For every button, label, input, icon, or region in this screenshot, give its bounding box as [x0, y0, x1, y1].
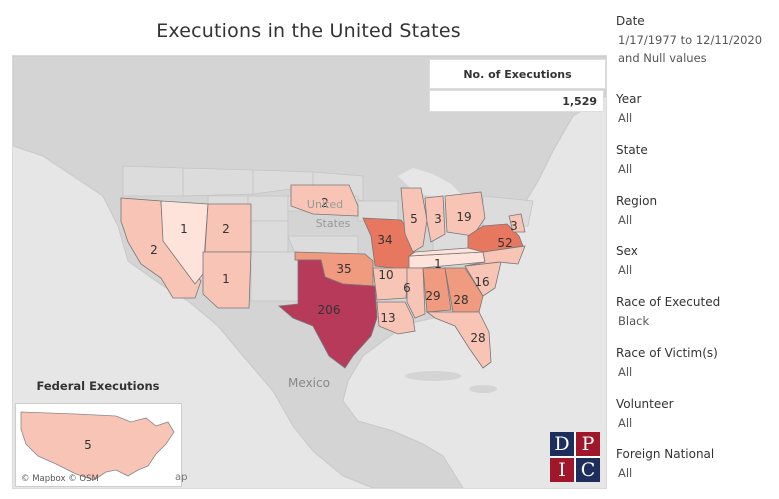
filter-sex-value[interactable]: All: [618, 263, 633, 277]
label-south-carolina: 16: [474, 275, 489, 289]
filter-region[interactable]: Region All: [616, 194, 776, 229]
label-arizona: 1: [222, 272, 230, 286]
label-indiana: 3: [434, 212, 442, 226]
state-illinois: [400, 187, 428, 253]
filter-region-value[interactable]: All: [618, 213, 633, 227]
label-tennessee: 1: [434, 257, 442, 271]
filter-race-victim-value[interactable]: All: [618, 365, 633, 379]
state-indiana: [424, 195, 446, 243]
filter-date[interactable]: Date 1/17/1977 to 12/11/2020 and Null va…: [616, 14, 776, 67]
label-virginia: 52: [497, 236, 512, 250]
map-attribution[interactable]: © Mapbox © OSM: [21, 474, 99, 484]
federal-title: Federal Executions: [36, 379, 160, 393]
filter-state-value[interactable]: All: [618, 162, 633, 176]
label-missouri: 34: [377, 233, 392, 247]
label-nevada: 1: [180, 222, 188, 236]
filter-year-label: Year: [616, 92, 642, 106]
filter-race-victim[interactable]: Race of Victim(s) All: [616, 346, 776, 381]
logo-letter-c: C: [576, 458, 600, 482]
label-nebraska: 2: [321, 196, 329, 210]
filter-state-label: State: [616, 143, 648, 157]
state-arizona: [202, 251, 252, 309]
state-alabama: [422, 267, 452, 313]
filter-foreign-national[interactable]: Foreign National All: [616, 447, 776, 482]
label-illinois: 5: [410, 212, 418, 226]
label-arkansas: 10: [378, 268, 393, 282]
cuba-island: [405, 371, 461, 381]
state-louisiana: [376, 301, 416, 335]
state-florida: [425, 311, 492, 369]
label-utah: 2: [222, 222, 230, 236]
label-florida: 28: [470, 331, 485, 345]
us-outline: [20, 411, 175, 481]
dpic-logo: D P I C: [550, 432, 600, 482]
filter-sex-label: Sex: [616, 244, 638, 258]
filter-foreign-national-label: Foreign National: [616, 447, 715, 461]
label-mississippi: 6: [403, 281, 411, 295]
filter-region-label: Region: [616, 194, 658, 208]
label-delaware: 3: [510, 219, 518, 233]
filter-race-executed-label: Race of Executed: [616, 295, 721, 309]
state-texas: [278, 259, 378, 369]
federal-map-canvas: 5: [20, 411, 175, 481]
state-mississippi: [406, 267, 426, 319]
filter-sex[interactable]: Sex All: [616, 244, 776, 279]
federal-inset-map[interactable]: 5: [15, 403, 182, 487]
label-oklahoma: 35: [336, 262, 351, 276]
filter-date-value[interactable]: 1/17/1977 to 12/11/2020 and Null values: [618, 33, 763, 65]
filter-volunteer-label: Volunteer: [616, 397, 674, 411]
logo-letter-d: D: [550, 432, 574, 456]
map-label-states: States: [316, 217, 351, 230]
state-nebraska: [290, 184, 359, 217]
state-fills: [120, 184, 526, 369]
filter-year[interactable]: Year All: [616, 92, 776, 127]
filter-state[interactable]: State All: [616, 143, 776, 178]
hispaniola-island: [469, 385, 497, 393]
logo-letter-p: P: [576, 432, 600, 456]
map-attribution-fragment: ap: [175, 472, 188, 483]
filter-race-victim-label: Race of Victim(s): [616, 346, 718, 360]
filter-year-value[interactable]: All: [618, 111, 633, 125]
filter-foreign-national-value[interactable]: All: [618, 466, 633, 480]
map-label-mexico: Mexico: [288, 376, 330, 390]
filter-volunteer[interactable]: Volunteer All: [616, 397, 776, 432]
label-louisiana: 13: [380, 311, 395, 325]
logo-letter-i: I: [550, 458, 574, 482]
state-value-labels: 2 1 2 1 2 35 206 34 10 13 5 3 19 1 6 29 …: [150, 196, 518, 345]
state-delaware: [508, 213, 526, 233]
filter-race-executed[interactable]: Race of Executed Black: [616, 295, 776, 330]
filter-race-executed-value[interactable]: Black: [618, 314, 650, 328]
state-ohio: [444, 191, 486, 237]
label-texas: 206: [318, 303, 341, 317]
us-map[interactable]: 2 1 2 1 2 35 206 34 10 13 5 3 19 1 6 29 …: [12, 55, 607, 489]
label-california: 2: [150, 243, 158, 257]
filter-volunteer-value[interactable]: All: [618, 416, 633, 430]
kpi-header: No. of Executions: [429, 59, 606, 89]
state-north-carolina: [464, 245, 526, 267]
label-alabama: 29: [425, 289, 440, 303]
filter-date-label: Date: [616, 14, 645, 28]
label-georgia: 28: [453, 293, 468, 307]
state-georgia: [444, 267, 484, 313]
state-arkansas: [372, 267, 409, 301]
kpi-value: 1,529: [429, 90, 604, 112]
great-lakes: [398, 168, 463, 204]
state-kentucky-tn: [407, 247, 484, 257]
federal-value: 5: [84, 438, 92, 452]
state-nevada: [160, 200, 209, 285]
page-title: Executions in the United States: [156, 20, 461, 42]
map-label-united: United: [307, 198, 343, 211]
map-canvas: 2 1 2 1 2 35 206 34 10 13 5 3 19 1 6 29 …: [13, 56, 606, 488]
label-ohio: 19: [456, 210, 471, 224]
